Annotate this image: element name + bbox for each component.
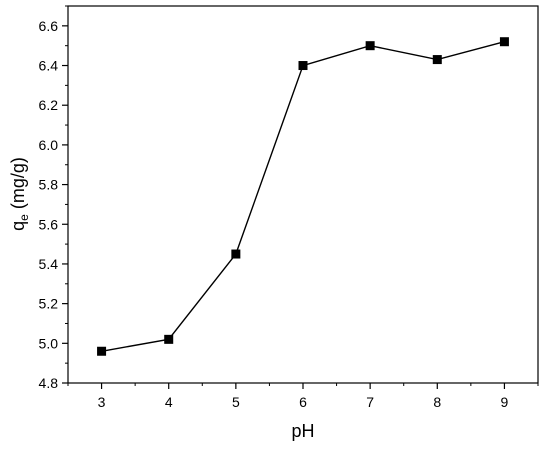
y-tick-label: 5.8	[39, 177, 59, 193]
series-markers	[97, 37, 509, 356]
data-point-marker	[164, 334, 174, 344]
x-tick-label: 4	[165, 394, 173, 410]
data-point-marker	[432, 55, 442, 65]
y-axis-title-main: q	[8, 221, 28, 231]
y-tick-label: 5.6	[39, 216, 59, 232]
y-tick-label: 5.2	[39, 296, 59, 312]
data-point-marker	[499, 37, 509, 47]
data-point-marker	[298, 61, 308, 71]
x-tick-label: 7	[366, 394, 374, 410]
y-tick-label: 5.4	[39, 256, 59, 272]
y-tick-label: 6.2	[39, 97, 59, 113]
data-point-marker	[365, 41, 375, 51]
x-tick-label: 8	[433, 394, 441, 410]
x-tick-label: 3	[98, 394, 106, 410]
data-point-marker	[231, 249, 241, 259]
y-axis: 4.8 5.0 5.2 5.4 5.6 5.8 6.0 6.2 6.4 6.6	[39, 5, 68, 391]
y-tick-label: 4.8	[39, 375, 59, 391]
y-axis-title: qe (mg/g)	[8, 157, 31, 231]
y-axis-title-unit: (mg/g)	[8, 157, 28, 214]
x-axis-title: pH	[291, 421, 314, 441]
x-tick-label: 9	[501, 394, 509, 410]
y-tick-label: 6.4	[39, 58, 59, 74]
y-tick-label: 5.0	[39, 335, 59, 351]
y-tick-label: 6.0	[39, 137, 59, 153]
x-tick-label: 6	[299, 394, 307, 410]
data-point-marker	[97, 346, 107, 356]
x-axis: 3 4 5 6 7 8 9	[67, 383, 539, 410]
series-line	[101, 41, 505, 352]
x-tick-label: 5	[232, 394, 240, 410]
y-axis-title-sub: e	[17, 214, 31, 221]
y-tick-label: 6.6	[39, 18, 59, 34]
